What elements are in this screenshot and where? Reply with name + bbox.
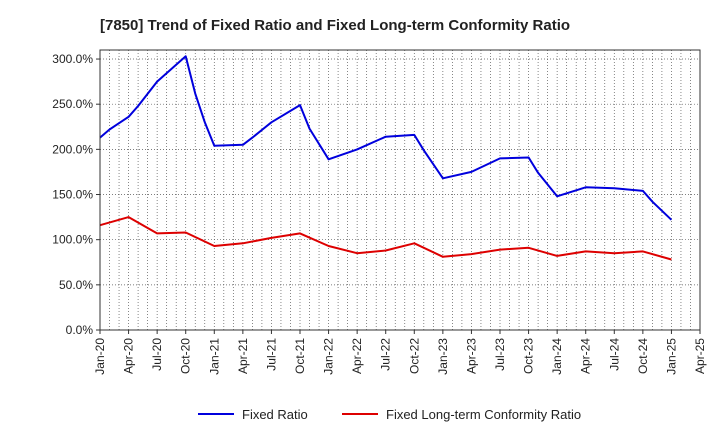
series-layer [99, 55, 673, 261]
y-tick-label: 150.0% [52, 188, 93, 202]
plot-frame [99, 49, 701, 331]
y-tick-label: 100.0% [52, 233, 93, 247]
x-tick-label: Jul-20 [150, 338, 164, 371]
x-tick-label: Apr-24 [579, 338, 593, 374]
x-tick-label: Jul-23 [493, 338, 507, 371]
x-tick-label: Jul-24 [607, 338, 621, 371]
x-tick-label: Jan-24 [550, 338, 564, 375]
x-tick-label: Oct-20 [179, 338, 193, 374]
x-tick-label: Jan-21 [207, 338, 221, 375]
x-tick-label: Jan-22 [322, 338, 336, 375]
x-axis: Jan-20 Apr-20 Jul-20 Oct-20 Jan-21 Apr-21 Jul-… [93, 330, 707, 375]
y-tick-label: 300.0% [52, 52, 93, 66]
x-tick-label: Oct-23 [522, 338, 536, 374]
x-tick-label: Jan-25 [664, 338, 678, 375]
x-tick-label: Apr-25 [693, 338, 707, 374]
legend-label-2: Fixed Long-term Conformity Ratio [386, 407, 581, 422]
x-tick-label: Apr-20 [122, 338, 136, 374]
x-tick-label: Oct-21 [293, 338, 307, 374]
x-tick-label: Jul-22 [379, 338, 393, 371]
legend: Fixed Ratio Fixed Long-term Conformity Ra… [198, 407, 581, 422]
grid [100, 50, 700, 331]
legend-label-1: Fixed Ratio [242, 407, 308, 422]
x-tick-label: Jan-23 [436, 338, 450, 375]
x-tick-label: Jan-20 [93, 338, 107, 375]
chart-title: [7850] Trend of Fixed Ratio and Fixed Lo… [100, 17, 570, 34]
series-line-2 [99, 216, 672, 261]
x-tick-label: Apr-23 [464, 338, 478, 374]
series-line-1 [99, 55, 673, 221]
y-tick-label: 0.0% [66, 323, 94, 337]
x-tick-label: Oct-22 [407, 338, 421, 374]
x-tick-label: Apr-22 [350, 338, 364, 374]
y-tick-label: 200.0% [52, 142, 93, 156]
y-tick-label: 50.0% [59, 278, 93, 292]
y-tick-label: 250.0% [52, 97, 93, 111]
x-tick-label: Jul-21 [264, 338, 278, 371]
x-tick-label: Oct-24 [636, 338, 650, 374]
x-tick-label: Apr-21 [236, 338, 250, 374]
y-axis: 0.0% 50.0% 100.0% 150.0% 200.0% 250.0% 300.0% [52, 52, 100, 337]
